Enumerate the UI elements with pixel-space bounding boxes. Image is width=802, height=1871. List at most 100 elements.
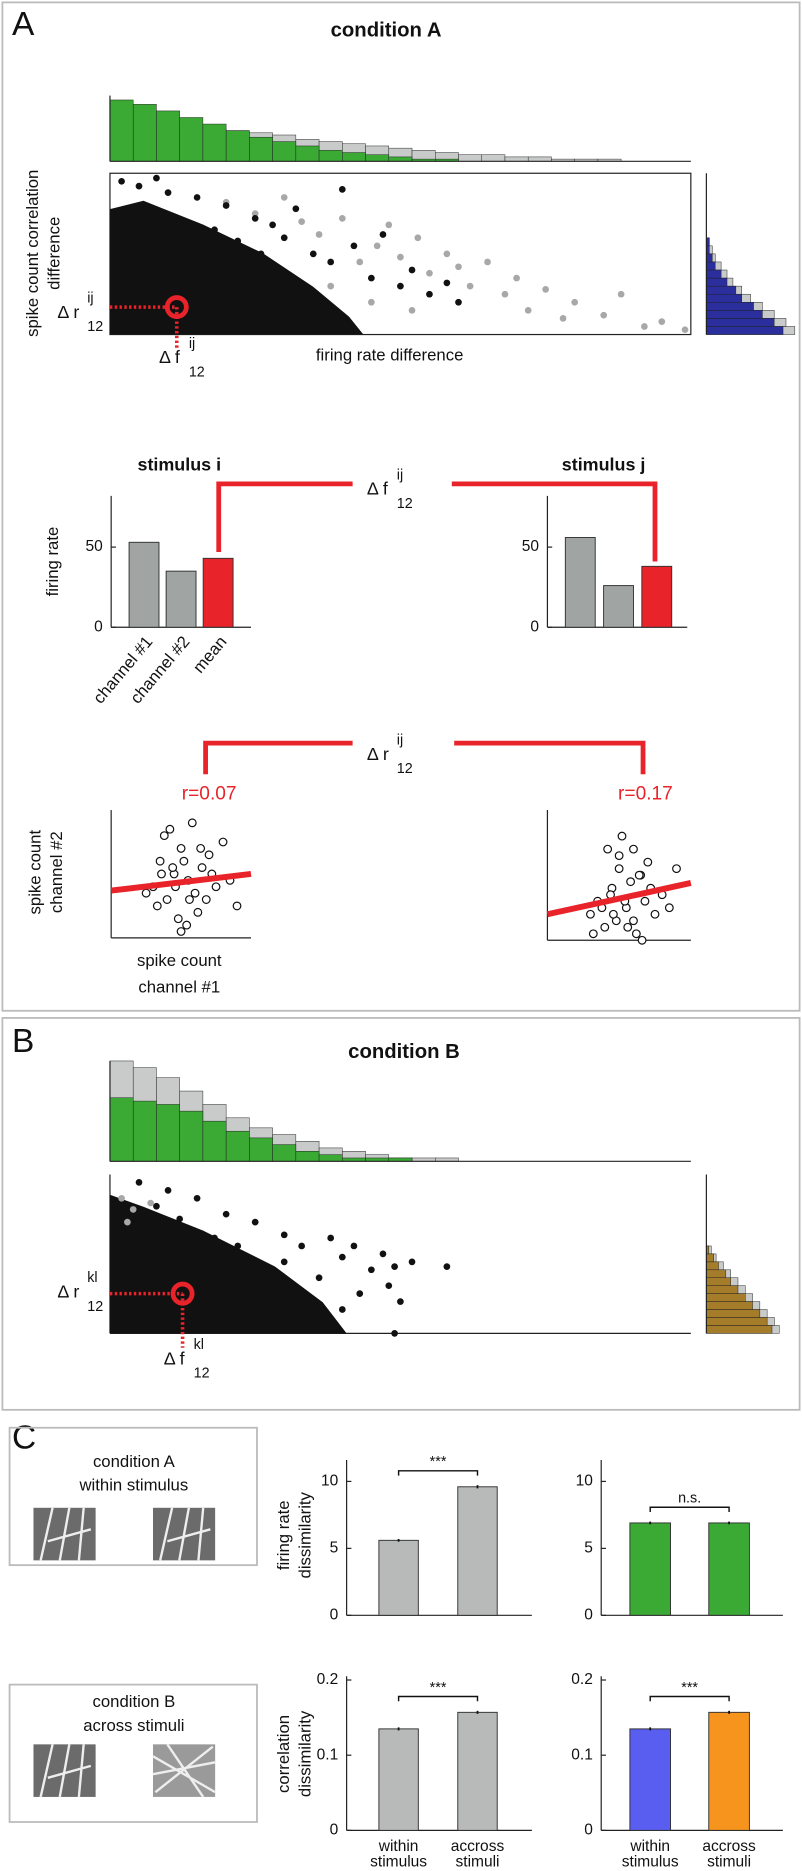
scatter-point	[251, 1218, 259, 1226]
scatter-point	[168, 863, 178, 872]
condition-subtitle: within stimulus	[78, 1476, 188, 1495]
scatter-point	[338, 1306, 346, 1313]
dense-point-cloud	[109, 1194, 347, 1334]
histogram-bar	[156, 1104, 180, 1162]
scatter-point	[153, 1202, 160, 1210]
scatter-point	[179, 856, 189, 866]
scatter-point	[147, 1199, 154, 1207]
histogram-bar	[706, 1285, 739, 1294]
scatter-point	[455, 263, 462, 271]
highlight-guide	[109, 1291, 185, 1348]
y-tick-label: 0	[584, 1821, 593, 1838]
scatter-point	[280, 1258, 288, 1266]
scatter-point	[173, 914, 183, 924]
y-axis-label: difference	[44, 217, 63, 290]
scatter-point	[681, 326, 689, 334]
scatter-point	[124, 1218, 131, 1226]
scatter-point	[159, 831, 169, 841]
y-axis-label: firing rate	[274, 1500, 293, 1570]
highlight-point	[164, 295, 189, 320]
scatter-point	[542, 286, 549, 293]
scatter-point	[391, 1330, 398, 1337]
scatter-point	[201, 895, 211, 904]
scatter-point	[155, 856, 165, 866]
histogram-bar	[202, 123, 227, 162]
scatter-point	[309, 250, 317, 258]
histogram-bar	[156, 110, 180, 162]
x-axis-label: channel #1	[138, 977, 220, 996]
scatter-point	[571, 298, 579, 306]
significance-bracket	[397, 1470, 479, 1476]
histogram-bar	[504, 156, 529, 162]
scatter-point	[135, 182, 143, 190]
y-axis-label: spike count correlation	[23, 170, 42, 337]
histogram-bar	[706, 1261, 719, 1271]
y-axis-label: firing rate	[43, 527, 62, 597]
y-tick-label: 0.2	[571, 1671, 593, 1688]
annotation: Δ r	[367, 744, 389, 764]
scatter-point	[187, 818, 197, 828]
scatter-point	[280, 194, 288, 201]
scatter-point	[368, 1266, 375, 1274]
scatter-point	[397, 1298, 404, 1305]
histogram-bar	[365, 154, 390, 162]
histogram-bar	[706, 1277, 731, 1286]
scatter-point	[135, 1179, 143, 1186]
scatter-point	[379, 231, 387, 238]
scatter-point	[397, 253, 404, 261]
y-tick-label: 10	[576, 1473, 594, 1490]
y-axis-label: dissimilarity	[295, 1710, 314, 1797]
annotation: Δ f	[367, 479, 388, 499]
histogram-bar	[706, 261, 716, 271]
scatter-point	[586, 909, 595, 919]
histogram-bar	[132, 1100, 157, 1162]
scatter-point	[176, 218, 184, 225]
condition-box	[8, 1426, 258, 1567]
bar	[603, 585, 634, 628]
scatter-point	[350, 242, 358, 250]
scatter-point	[617, 831, 627, 841]
fit-line	[110, 871, 252, 894]
scatter-point	[600, 311, 608, 319]
scatter-point	[298, 1242, 305, 1250]
scatter-point	[501, 290, 509, 298]
scatter-point	[315, 1274, 323, 1282]
histogram-bar	[132, 104, 157, 162]
scatter-point	[408, 306, 416, 314]
scatter-point	[193, 907, 203, 917]
scatter-point	[466, 282, 474, 290]
annotation: Δ f	[164, 1348, 185, 1368]
scatter-point	[157, 869, 166, 879]
annotation-sub: 12	[87, 1299, 103, 1315]
panel-label: B	[12, 1023, 34, 1060]
scatter-point	[222, 1210, 230, 1218]
histogram-bar	[527, 156, 552, 162]
annotation-sub: 12	[87, 319, 103, 335]
scatter-point	[327, 1234, 335, 1242]
histogram-bar	[706, 1317, 768, 1326]
chart-title: stimulus j	[562, 455, 646, 475]
significance-label: n.s.	[678, 1491, 701, 1507]
scatter-point	[152, 901, 162, 911]
histogram-bar	[388, 156, 413, 162]
scatter-point	[664, 903, 674, 913]
chart-title: stimulus i	[137, 455, 221, 475]
histogram-bar	[318, 150, 343, 162]
scatter-point	[338, 1253, 346, 1261]
histogram-bar	[706, 1325, 773, 1334]
scatter-point	[218, 837, 228, 847]
panel-frame	[1, 1017, 801, 1411]
annotation-sup: ij	[189, 336, 195, 352]
histogram-bar	[272, 1144, 297, 1162]
scatter-point	[211, 882, 221, 892]
scatter-point	[379, 1250, 387, 1258]
scatter-point	[280, 234, 288, 242]
scatter-point	[408, 1258, 416, 1266]
highlight-point	[170, 1281, 195, 1306]
scatter-point	[658, 318, 666, 325]
scatter-point	[165, 824, 175, 834]
scatter-point	[426, 269, 433, 277]
scatter-point	[118, 177, 125, 185]
scatter-point	[182, 920, 192, 930]
